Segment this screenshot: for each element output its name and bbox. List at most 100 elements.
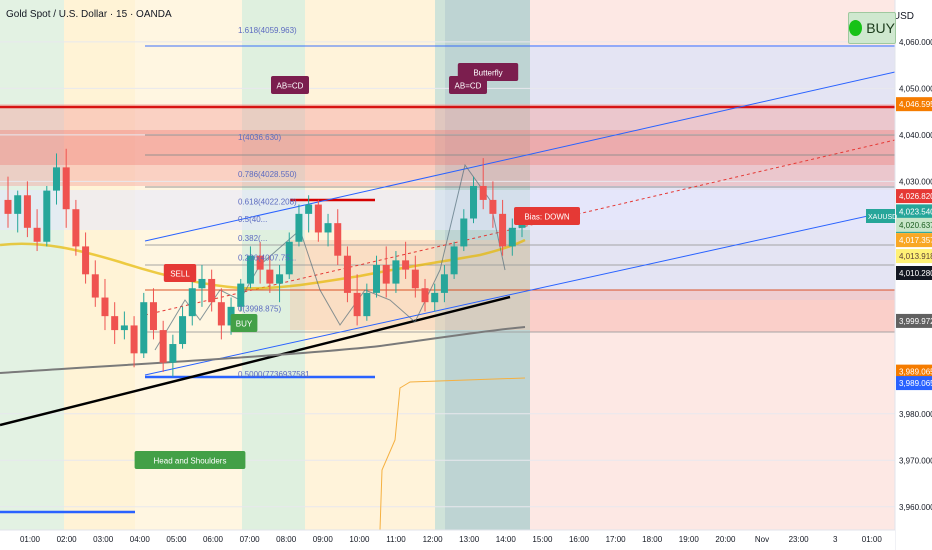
candle [101, 278, 109, 331]
candle [460, 209, 468, 252]
annotation-box [457, 63, 519, 81]
chart-title: Gold Spot / U.S. Dollar · 15 · OANDA [6, 9, 172, 20]
candle [140, 292, 148, 358]
candle-body [246, 255, 254, 284]
price-tick-label: 3,970.000 [899, 456, 932, 465]
candle [169, 334, 177, 377]
candle-body [431, 292, 439, 303]
price-tag-bg [896, 249, 932, 264]
candle-body [508, 227, 516, 247]
time-tick-label: 19:00 [679, 535, 700, 544]
price-tag-bg [896, 364, 932, 379]
candle-body [217, 302, 225, 326]
candle [72, 199, 80, 256]
buy-signal-badge[interactable]: BUY [848, 12, 896, 44]
candle [43, 185, 51, 247]
time-tick-label: 01:00 [20, 535, 41, 544]
candle [159, 320, 167, 372]
candle [198, 265, 206, 307]
candle-body [52, 167, 60, 191]
candle [33, 209, 41, 252]
annotation-label: BUY [236, 320, 253, 329]
candle [324, 213, 332, 247]
price-tag-label: 3,989.065 [899, 368, 932, 377]
candle [91, 260, 99, 307]
moving-average [0, 326, 526, 374]
candle-body [256, 255, 264, 270]
candle-body [363, 292, 371, 317]
time-tick-label: 05:00 [166, 535, 187, 544]
demand-zone [290, 240, 530, 330]
symbol-tag-bg [866, 209, 895, 223]
annotation-box [271, 76, 309, 94]
pattern-annotation: Head and Shoulders [134, 451, 246, 469]
zigzag-pattern [154, 163, 506, 351]
price-tag-bg [896, 313, 932, 328]
candle-body [276, 274, 284, 284]
fib-level-label: 1(4036.630) [238, 133, 281, 142]
projection-box [530, 45, 895, 300]
price-tag-bg [896, 376, 932, 391]
signal-label: BUY [866, 20, 895, 36]
candle-body [440, 274, 448, 293]
time-tick-label: 18:00 [642, 535, 663, 544]
candle [276, 265, 284, 303]
time-tick-label: 13:00 [459, 535, 480, 544]
candle [440, 265, 448, 303]
candle [343, 246, 351, 303]
time-tick-label: 15:00 [532, 535, 553, 544]
price-tick-label: 3,980.000 [899, 410, 932, 419]
candle-body [14, 195, 22, 214]
candle [489, 181, 497, 228]
time-tick-label: 16:00 [569, 535, 590, 544]
price-tag-label: 4,010.280 [899, 269, 932, 278]
price-tag-label: 4,017.357 [899, 236, 932, 245]
candle-body [266, 269, 274, 284]
price-tag: 3,989.065 [896, 376, 932, 391]
price-tag-bg [896, 265, 932, 280]
candle [52, 153, 60, 205]
candle-body [62, 167, 70, 210]
candle [188, 278, 196, 326]
candle-body [179, 316, 187, 345]
price-tag-label: 4,020.637 [899, 221, 932, 230]
time-tick-label: 3 [833, 535, 838, 544]
time-tick-label: 03:00 [93, 535, 114, 544]
candle-body [91, 274, 99, 298]
supply-core [0, 130, 895, 165]
price-tag: 3,989.065 [896, 364, 932, 379]
time-tick-label: 06:00 [203, 535, 224, 544]
price-tag-bg [896, 217, 932, 232]
candle-body [334, 223, 342, 256]
trendline [0, 295, 511, 427]
candle [479, 158, 487, 210]
candle-body [499, 213, 507, 247]
price-tick-label: 4,030.000 [899, 177, 932, 186]
candle [179, 306, 187, 349]
time-tick-label: 23:00 [789, 535, 810, 544]
candle-body [305, 204, 313, 214]
price-tag-label: 3,999.972 [899, 317, 932, 326]
fib-level-label: 0(3998.875) [238, 304, 281, 313]
time-tick-label: 08:00 [276, 535, 297, 544]
fib-level-label: 1.618(4059.963) [238, 26, 297, 35]
price-tag-label: 3,989.065 [899, 379, 932, 388]
time-tick-label: 12:00 [423, 535, 444, 544]
candle [4, 176, 12, 228]
candle-body [33, 227, 41, 242]
candle [62, 148, 70, 228]
price-tag-bg [896, 233, 932, 248]
candle-body [4, 199, 12, 214]
fib-level-label: 0.5000(7736937581 [238, 370, 310, 379]
candle-body [198, 278, 206, 289]
candle-body [470, 185, 478, 219]
time-tick-label: 20:00 [715, 535, 736, 544]
time-axis [0, 530, 895, 550]
price-tick-label: 3,960.000 [899, 503, 932, 512]
candle [431, 283, 439, 312]
price-tag-label: 4,046.595 [899, 100, 932, 109]
candle [266, 255, 274, 293]
fib-level-label: 0.5(40... [238, 215, 267, 224]
